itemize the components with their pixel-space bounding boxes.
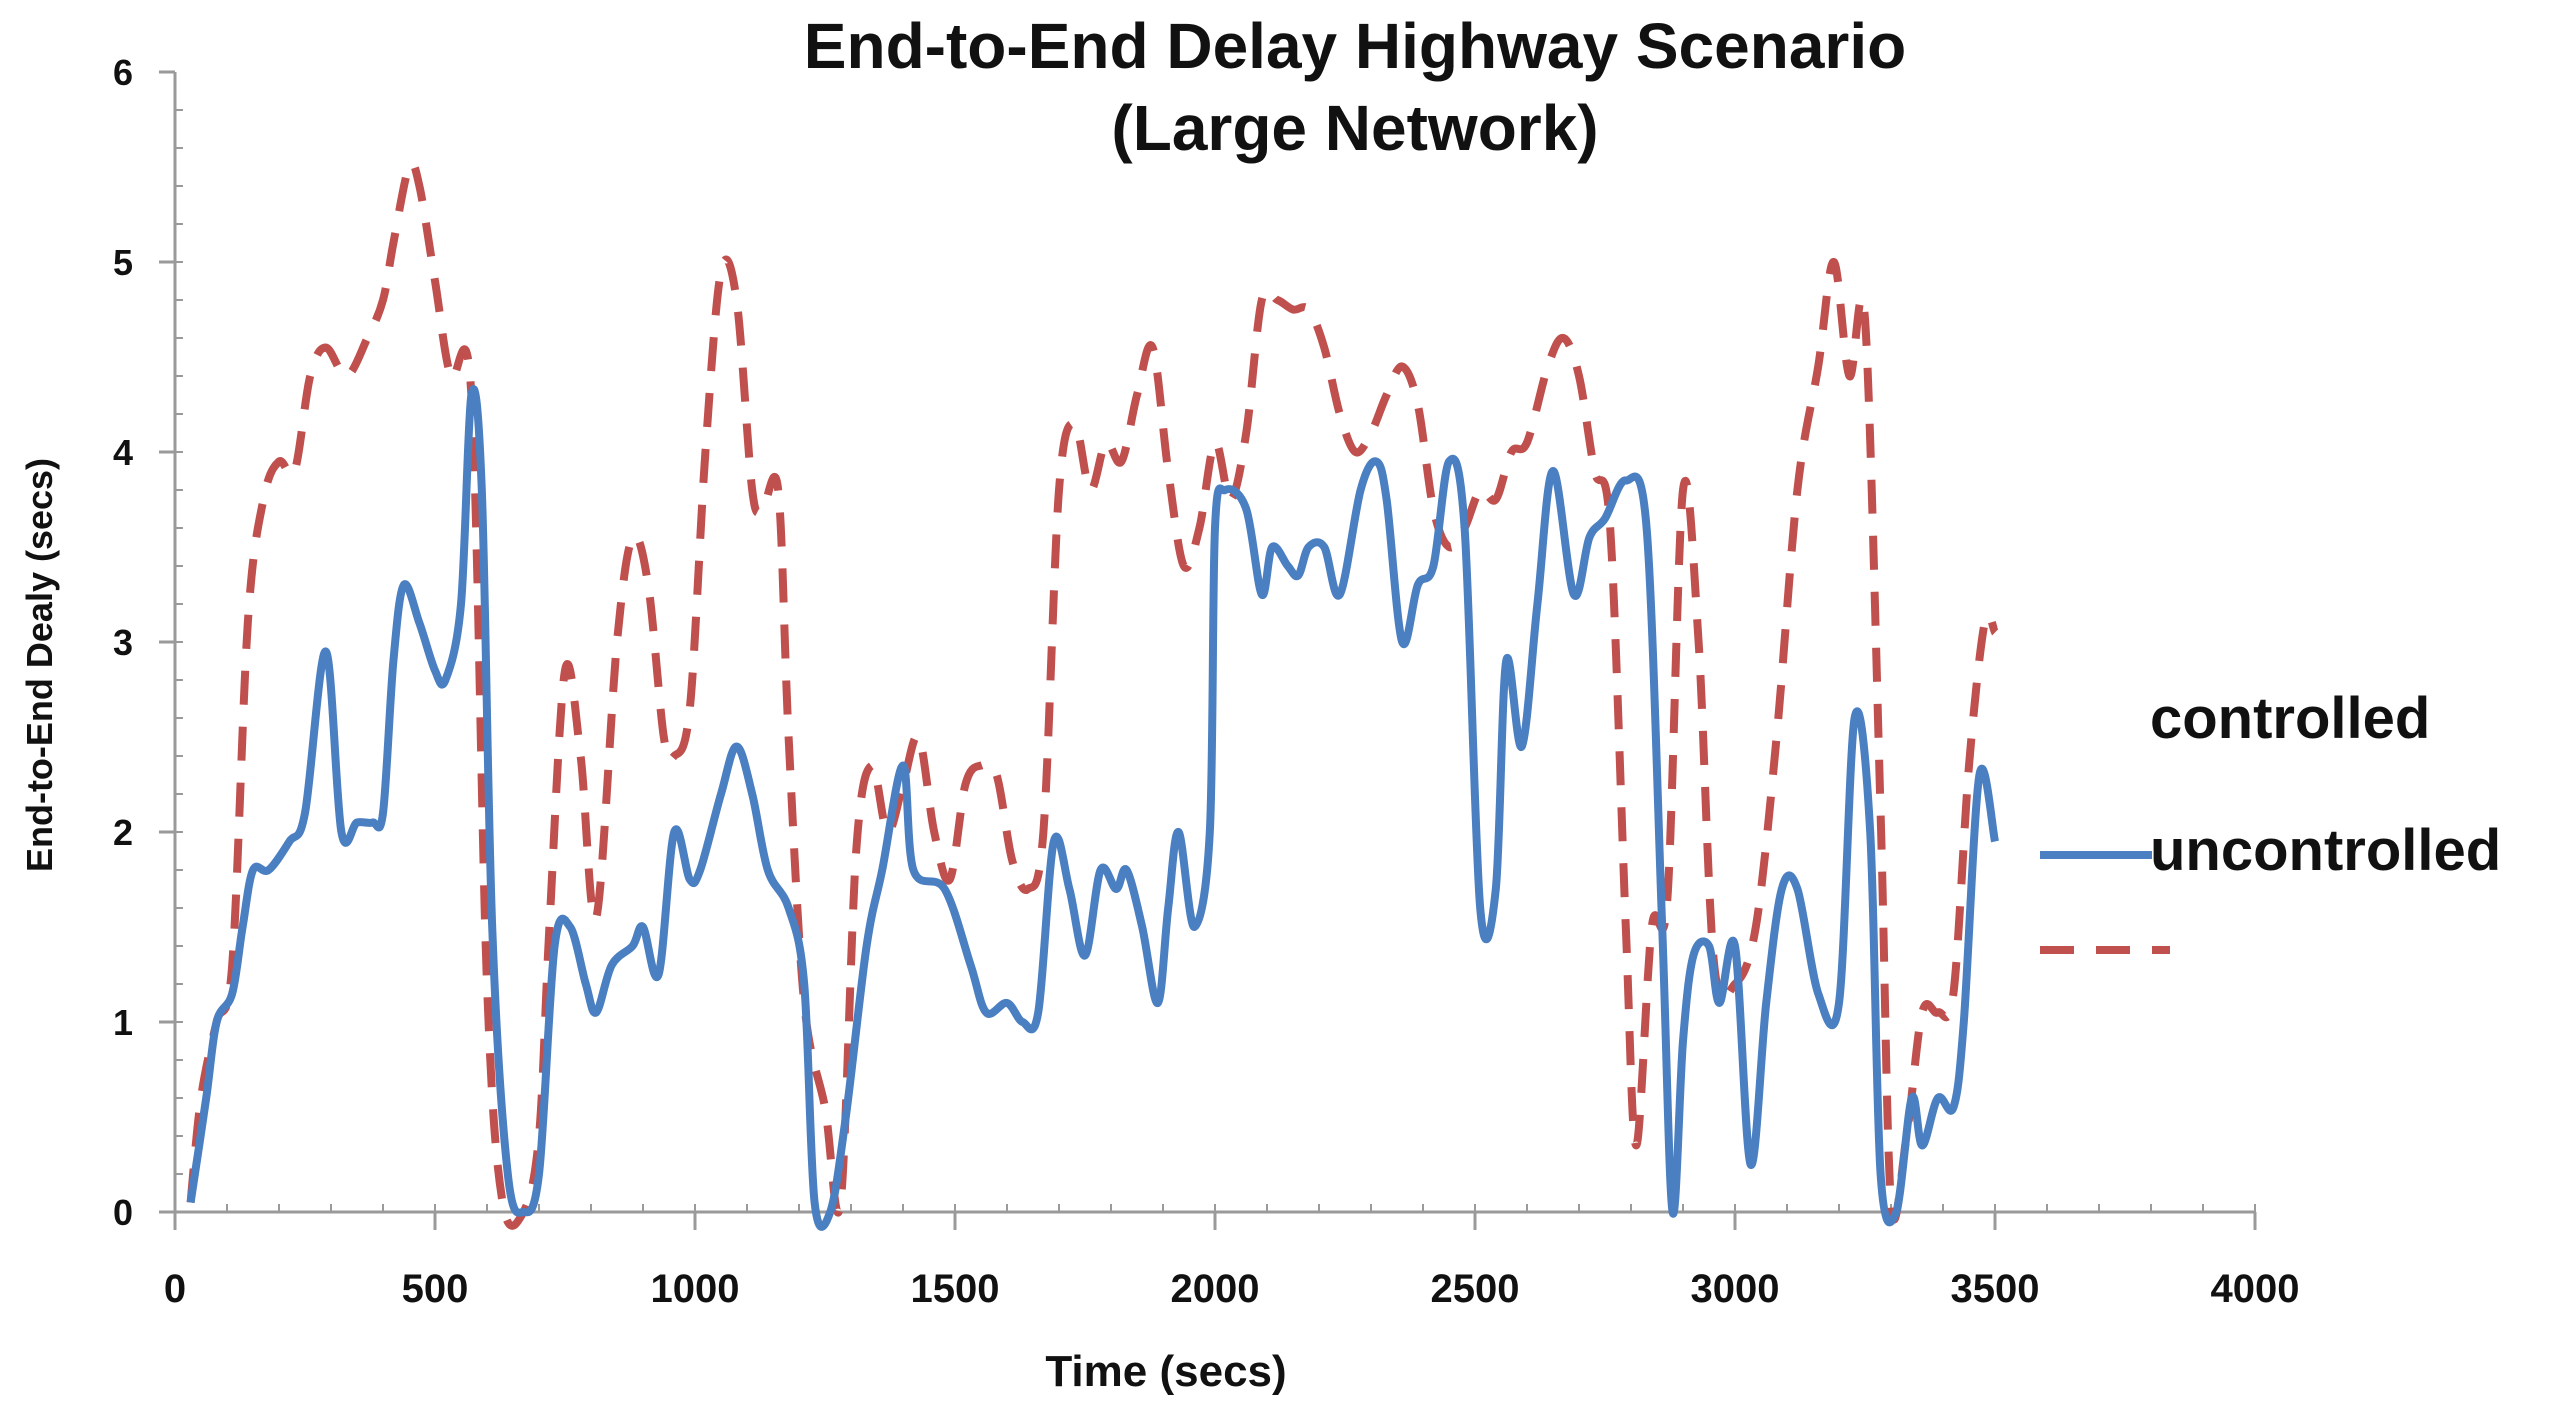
x-tick-label: 1500 [911, 1267, 1000, 1311]
chart-title: End-to-End Delay Highway Scenario [804, 10, 1906, 82]
y-tick-label: 2 [113, 812, 133, 853]
y-tick-label: 4 [113, 432, 133, 473]
x-tick-label: 0 [164, 1267, 186, 1311]
series-line-uncontrolled [186, 159, 1999, 1230]
x-tick-label: 1000 [651, 1267, 740, 1311]
chart-subtitle: (Large Network) [1111, 92, 1598, 164]
legend-label-controlled: controlled [2150, 686, 2430, 751]
x-tick-label: 2000 [1171, 1267, 1260, 1311]
y-tick-label: 0 [113, 1192, 133, 1233]
legend: controlled uncontrolled [2040, 686, 2501, 954]
y-tick-label: 1 [113, 1002, 133, 1043]
y-axis-title: End-to-End Dealy (secs) [19, 458, 60, 872]
x-tick-label: 2500 [1431, 1267, 1520, 1311]
legend-label-uncontrolled: uncontrolled [2150, 818, 2501, 883]
series-line-controlled [186, 385, 1999, 1231]
x-tick-label: 500 [402, 1267, 469, 1311]
y-tick-label: 5 [113, 242, 133, 283]
x-tick-label: 3500 [1951, 1267, 2040, 1311]
x-axis-title: Time (secs) [1045, 1347, 1286, 1396]
x-tick-label: 4000 [2211, 1267, 2300, 1311]
plot-area: 0 1 2 3 4 5 6 0 500 1000 1500 2000 2500 3000 3500 4000 [113, 52, 2300, 1311]
y-tick-label: 6 [113, 52, 133, 93]
y-tick-label: 3 [113, 622, 133, 663]
x-tick-label: 3000 [1691, 1267, 1780, 1311]
